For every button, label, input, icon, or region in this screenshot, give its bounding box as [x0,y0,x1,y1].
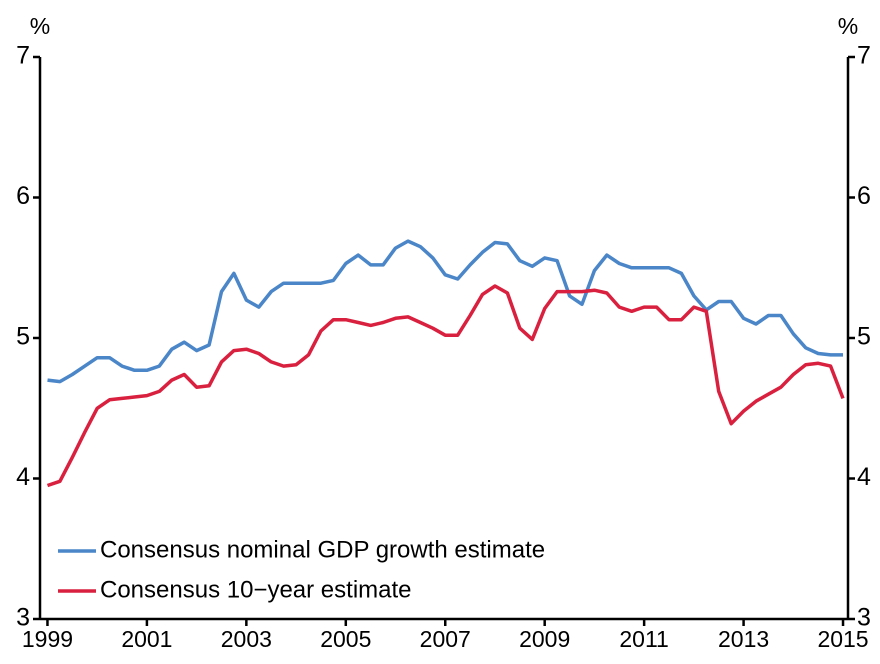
y2-tick-label: 5 [857,323,871,351]
y-tick-label: 6 [16,182,30,210]
series-line [47,239,843,384]
x-tick-label: 2013 [718,626,769,652]
y-axis-label: % [30,13,50,39]
legend-label: Consensus nominal GDP growth estimate [100,536,545,563]
x-tick-label: 2011 [619,626,668,652]
y2-tick-label: 4 [857,463,871,491]
x-tick-label: 2003 [221,626,272,652]
y2-tick-label: 3 [857,604,871,632]
y2-tick-label: 6 [857,182,871,210]
y-tick-label: 3 [16,604,30,632]
x-tick-label: 1999 [22,626,73,652]
x-tick-label: 2001 [121,626,172,652]
y-tick-label: 5 [16,323,30,351]
x-tick-label: 2005 [320,626,371,652]
y2-tick-label: 7 [857,42,871,70]
x-tick-label: 2007 [420,626,471,652]
x-tick-label: 2015 [817,626,868,652]
legend-label: Consensus 10−year estimate [100,576,412,603]
x-tick-label: 2009 [519,626,570,652]
y-tick-label: 7 [16,42,30,70]
y2-axis-label: % [838,13,858,39]
y-tick-label: 4 [16,463,30,491]
series-line [46,284,845,488]
